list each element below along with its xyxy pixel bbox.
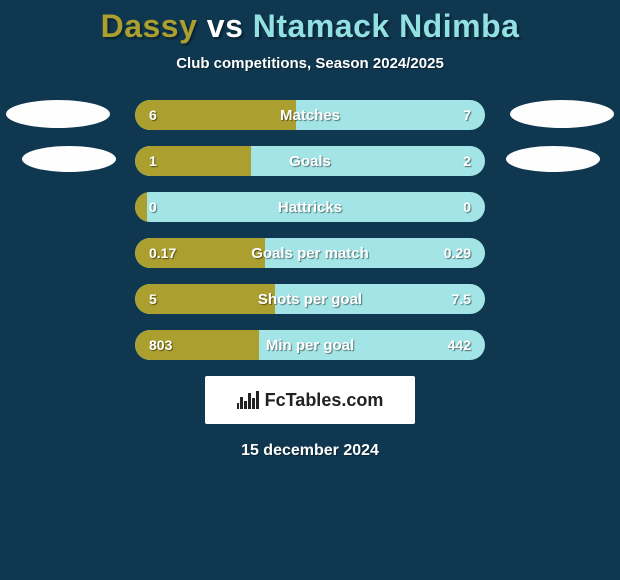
title-player1: Dassy [101, 8, 198, 44]
player2-avatar-bottom [506, 146, 600, 172]
player1-avatar-top [6, 100, 110, 128]
stat-row: 803Min per goal442 [135, 330, 485, 360]
stats-area: 6Matches7 1Goals2 0Hattricks0 0.17Goals per… [0, 100, 620, 360]
stat-value-right: 442 [448, 330, 471, 360]
stat-row: 0.17Goals per match0.29 [135, 238, 485, 268]
stat-label: Min per goal [135, 330, 485, 360]
stat-label: Goals per match [135, 238, 485, 268]
stat-value-right: 7.5 [452, 284, 471, 314]
stat-label: Goals [135, 146, 485, 176]
stat-value-right: 0.29 [444, 238, 471, 268]
brand-badge: FcTables.com [205, 376, 415, 424]
title-vs: vs [207, 8, 244, 44]
stat-row: 1Goals2 [135, 146, 485, 176]
stat-row: 0Hattricks0 [135, 192, 485, 222]
stat-value-right: 2 [463, 146, 471, 176]
stat-row: 5Shots per goal7.5 [135, 284, 485, 314]
stat-value-right: 7 [463, 100, 471, 130]
stat-value-right: 0 [463, 192, 471, 222]
page-title: Dassy vs Ntamack Ndimba [0, 0, 620, 45]
stat-row: 6Matches7 [135, 100, 485, 130]
brand-chart-icon [237, 391, 259, 409]
stat-label: Shots per goal [135, 284, 485, 314]
player2-avatar-top [510, 100, 614, 128]
subtitle: Club competitions, Season 2024/2025 [0, 55, 620, 72]
stat-bars: 6Matches7 1Goals2 0Hattricks0 0.17Goals per… [135, 100, 485, 360]
stat-label: Matches [135, 100, 485, 130]
date-line: 15 december 2024 [0, 442, 620, 460]
stat-label: Hattricks [135, 192, 485, 222]
player1-avatar-bottom [22, 146, 116, 172]
title-player2: Ntamack Ndimba [253, 8, 520, 44]
brand-text: FcTables.com [265, 390, 384, 411]
